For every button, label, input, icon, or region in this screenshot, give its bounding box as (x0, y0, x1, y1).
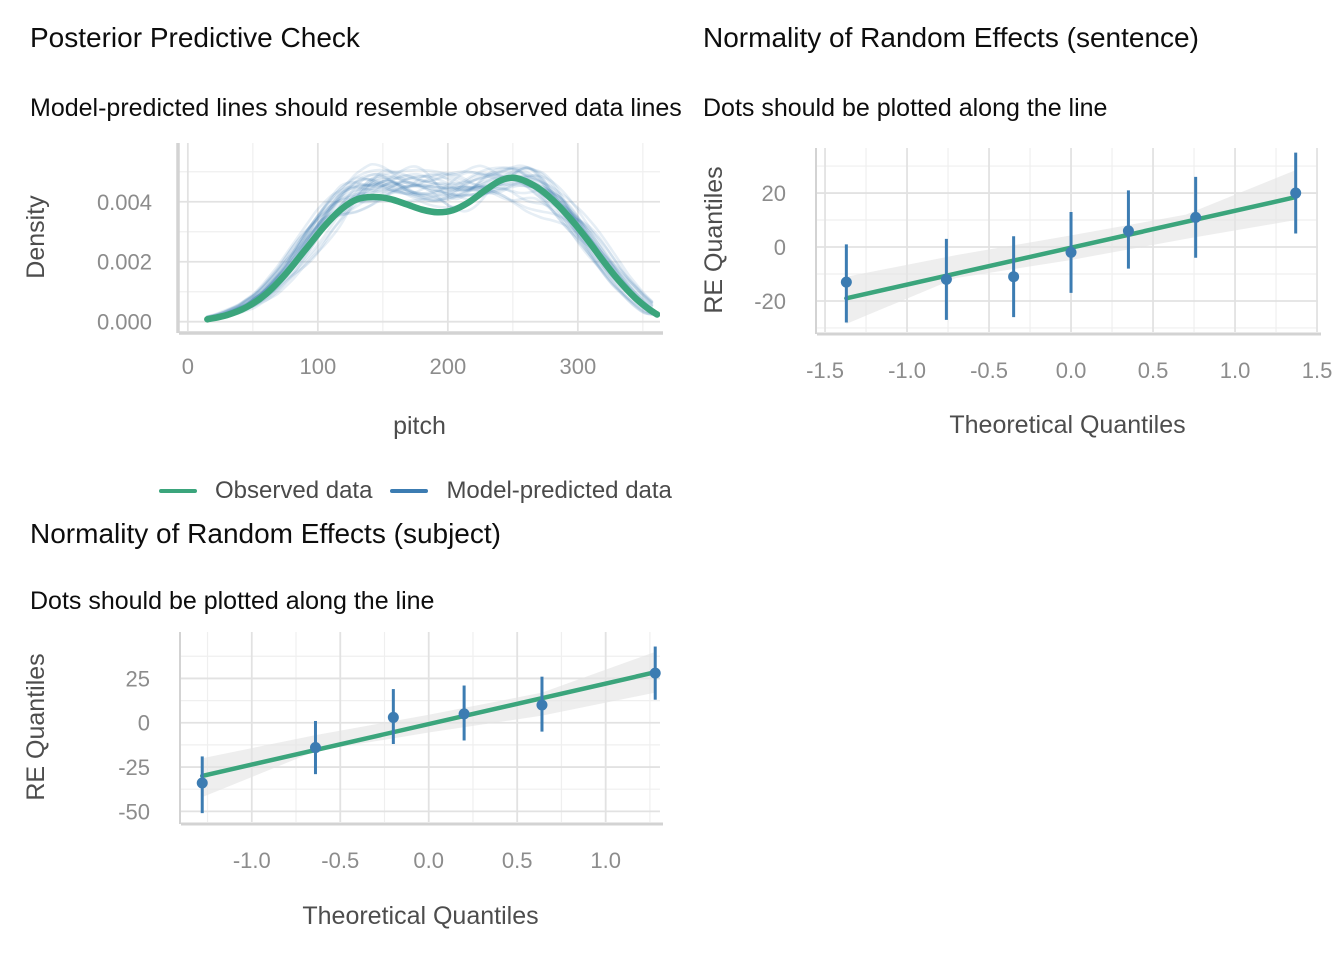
predicted-line-swatch (390, 489, 429, 493)
qq_subject-svg: -1.0 -0.5 0.0 0.5 1.0 25 0 -25 -50 Theoretical Qu… (22, 632, 663, 930)
qq-point (649, 667, 661, 679)
y-tick-label: 0.002 (97, 250, 152, 275)
x-axis-title: Theoretical Quantiles (949, 411, 1185, 439)
qq-point (536, 699, 548, 711)
qq-sentence-title: Normality of Random Effects (sentence) (703, 22, 1199, 53)
ppc-subtitle: Model-predicted lines should resemble ob… (30, 94, 682, 122)
qq-point (387, 711, 399, 723)
legend-label-predicted: Model-predicted data (446, 477, 672, 504)
y-axis-title: RE Quantiles (700, 166, 728, 313)
gridlines (179, 143, 660, 331)
x-tick-label: 0.0 (413, 848, 444, 873)
x-tick-label: 0.5 (1138, 358, 1169, 383)
x-tick-label: 200 (429, 354, 466, 379)
qq-point (840, 276, 852, 288)
x-tick-label: 1.0 (1220, 358, 1251, 383)
x-tick-label: 300 (559, 354, 596, 379)
axis-lines (815, 148, 1321, 336)
chart-posterior-predictive-check: 0 100 200 300 0.000 0.002 0.004 pitch Density Po… (0, 0, 682, 505)
qq-subject-title: Normality of Random Effects (subject) (30, 518, 501, 549)
chart-qq-sentence: -1.5 -1.0 -0.5 0.0 0.5 1.0 1.5 20 0 -20 Theoretica… (672, 0, 1344, 460)
x-tick-label: 100 (299, 354, 336, 379)
qq-points (840, 152, 1302, 323)
x-tick-label: -1.0 (233, 848, 271, 873)
y-tick-label: -20 (754, 289, 786, 314)
x-tick-label: -0.5 (970, 358, 1008, 383)
observed-line-swatch (159, 489, 197, 493)
axis-tick-labels: -1.0 -0.5 0.0 0.5 1.0 25 0 -25 -50 (118, 666, 621, 873)
x-tick-label: 1.0 (590, 848, 621, 873)
y-axis-title: Density (22, 195, 50, 279)
qq-point (309, 742, 321, 754)
y-tick-label: 0.004 (97, 190, 152, 215)
x-tick-label: 0.5 (502, 848, 533, 873)
observed-density-line (204, 174, 660, 323)
x-tick-label: 1.5 (1302, 358, 1333, 383)
qq-fit-line (199, 669, 658, 779)
x-tick-label: -1.0 (888, 358, 926, 383)
y-tick-label: 0 (774, 235, 786, 260)
y-axis-title: RE Quantiles (22, 653, 50, 800)
y-tick-label: 0.000 (97, 310, 152, 335)
legend-label-observed: Observed data (215, 477, 373, 504)
qq-subject-subtitle: Dots should be plotted along the line (30, 587, 435, 615)
qq-point (1122, 225, 1134, 237)
x-tick-label: 0.0 (1056, 358, 1087, 383)
y-tick-label: 25 (126, 666, 150, 691)
x-tick-label: -0.5 (321, 848, 359, 873)
qq-subject-plot-area: -1.0 -0.5 0.0 0.5 1.0 25 0 -25 -50 Theoretical Qu… (0, 505, 672, 960)
qq-sentence-subtitle: Dots should be plotted along the line (703, 94, 1108, 122)
ppc-legend: Observed data Model-predicted data (159, 477, 672, 505)
ppc-svg: 0 100 200 300 0.000 0.002 0.004 pitch Density (22, 143, 663, 440)
x-tick-label: -1.5 (806, 358, 844, 383)
qq-point (1065, 246, 1077, 258)
qq-point (1008, 271, 1020, 283)
qq-point (458, 708, 470, 720)
qq-points (196, 646, 661, 814)
qq-point (196, 777, 208, 789)
y-tick-label: 0 (138, 711, 150, 736)
y-tick-label: 20 (762, 181, 786, 206)
x-tick-label: 0 (182, 354, 194, 379)
qq-sentence-plot-area: -1.5 -1.0 -0.5 0.0 0.5 1.0 1.5 20 0 -20 Theoretica… (672, 0, 1344, 465)
ppc-plot-area: 0 100 200 300 0.000 0.002 0.004 pitch Density (0, 0, 672, 510)
axis-tick-labels: 0 100 200 300 0.000 0.002 0.004 (97, 190, 596, 379)
axis-tick-labels: -1.5 -1.0 -0.5 0.0 0.5 1.0 1.5 20 0 -20 (754, 181, 1332, 383)
qq-point (1190, 211, 1202, 223)
gridlines (181, 632, 660, 822)
qq-point (1290, 187, 1302, 199)
y-tick-label: -25 (118, 755, 150, 780)
qq-series (199, 651, 658, 798)
ppc-series (204, 162, 660, 323)
axis-lines (179, 632, 663, 826)
axis-lines (176, 143, 663, 335)
ppc-title: Posterior Predictive Check (30, 22, 360, 53)
qq_sentence-svg: -1.5 -1.0 -0.5 0.0 0.5 1.0 1.5 20 0 -20 Theoretica… (700, 148, 1332, 439)
chart-qq-subject: -1.0 -0.5 0.0 0.5 1.0 25 0 -25 -50 Theoretical Qu… (0, 505, 672, 960)
y-tick-label: -50 (118, 799, 150, 824)
qq-point (940, 273, 952, 285)
x-axis-title: Theoretical Quantiles (302, 902, 538, 930)
x-axis-title: pitch (393, 412, 446, 440)
